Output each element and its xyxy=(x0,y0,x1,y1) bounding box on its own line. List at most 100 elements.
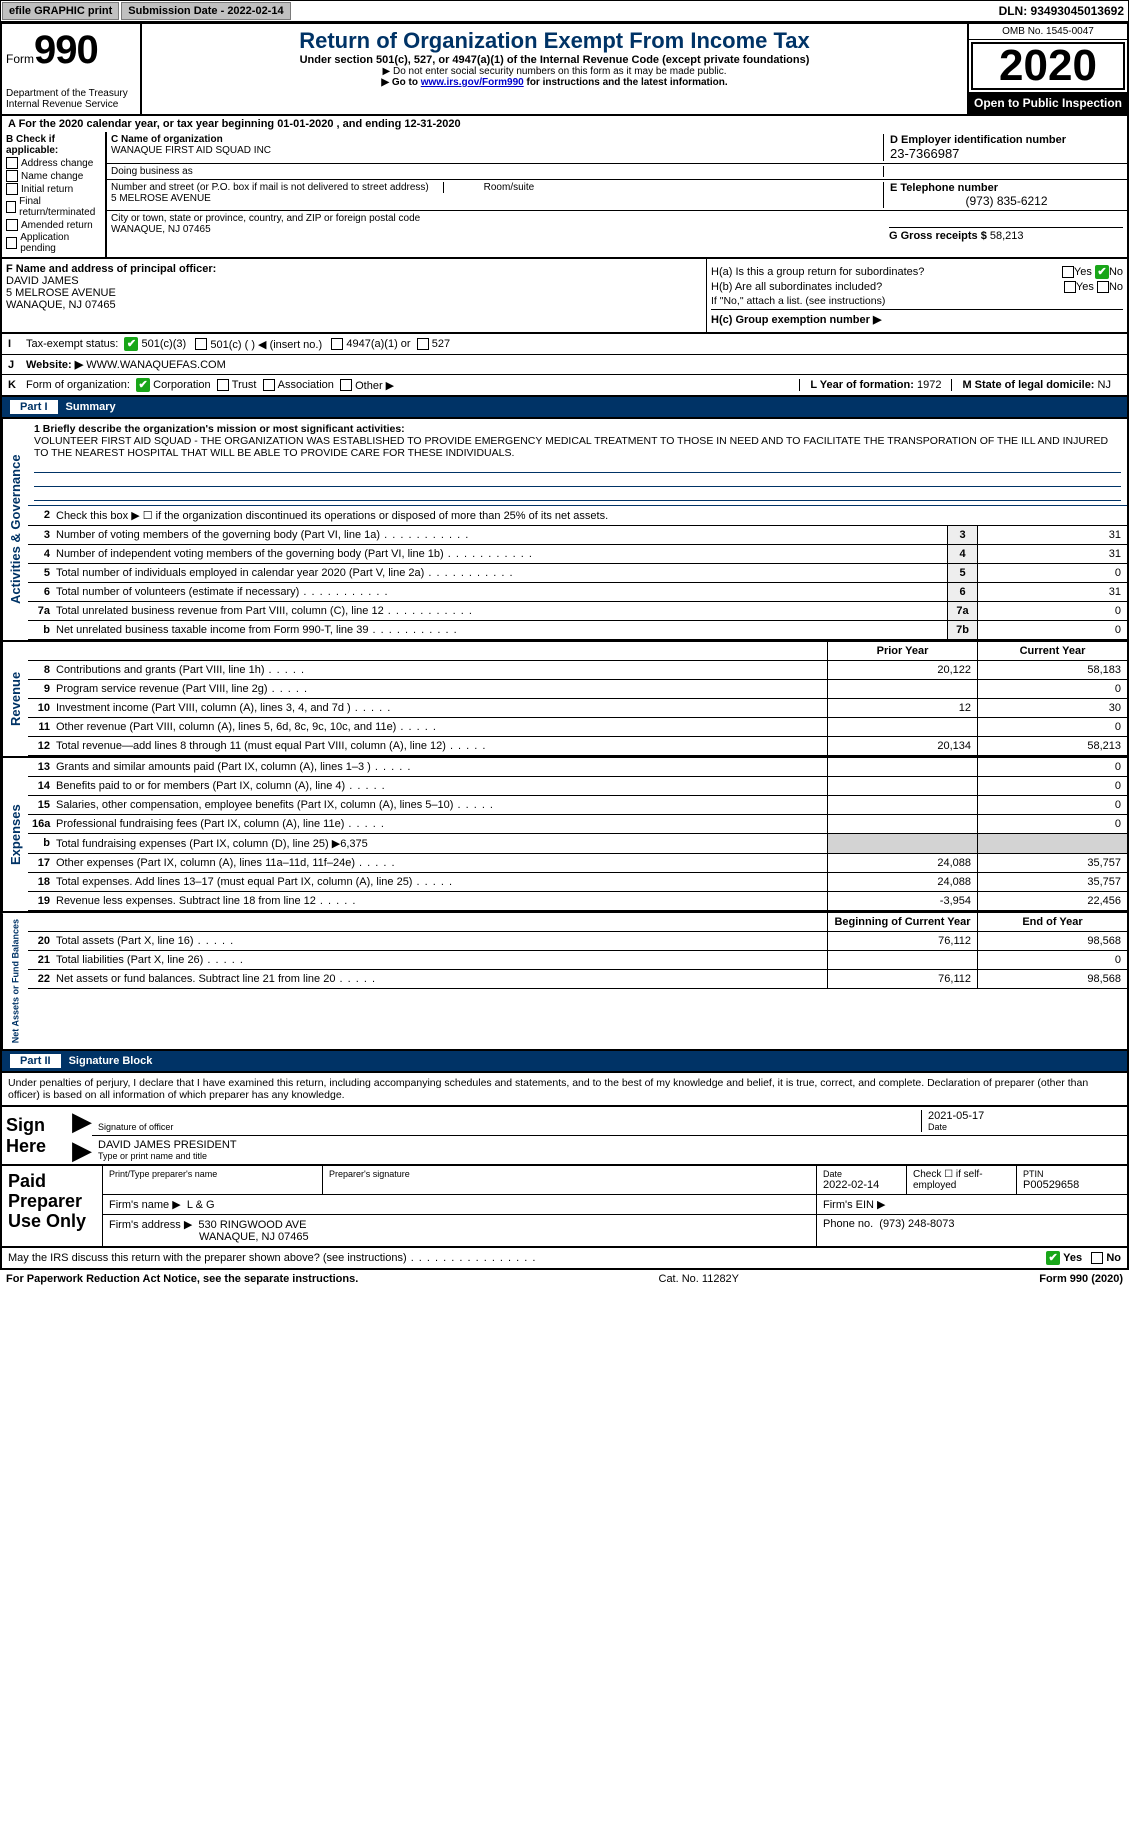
b-checkbox-0[interactable] xyxy=(6,157,18,169)
b-checkbox-5[interactable] xyxy=(6,237,17,249)
k-marker: K xyxy=(8,379,26,391)
line-number: 15 xyxy=(28,796,54,814)
prior-year-value: 20,122 xyxy=(827,661,977,679)
paid-preparer-label: Paid Preparer Use Only xyxy=(2,1166,102,1246)
current-year-value: 30 xyxy=(977,699,1127,717)
principal-officer: F Name and address of principal officer:… xyxy=(2,259,707,332)
officer-name: DAVID JAMES xyxy=(6,275,702,287)
prior-year-header: Prior Year xyxy=(827,642,977,660)
line-box: 7b xyxy=(947,621,977,639)
hb-no-checkbox[interactable] xyxy=(1097,281,1109,293)
discuss-label: May the IRS discuss this return with the… xyxy=(8,1252,536,1264)
no-label: No xyxy=(1109,266,1123,278)
status-block: I Tax-exempt status: ✔ 501(c)(3) 501(c) … xyxy=(0,334,1129,397)
f-label: F Name and address of principal officer: xyxy=(6,263,702,275)
ptin-value: P00529658 xyxy=(1023,1179,1121,1191)
revenue-section: Revenue Prior Year Current Year 8 Contri… xyxy=(0,642,1129,758)
type-name-label: Type or print name and title xyxy=(98,1151,207,1161)
ein-value: 23-7366987 xyxy=(890,146,1123,161)
efile-graphic-print-button[interactable]: efile GRAPHIC print xyxy=(2,2,119,20)
form-title: Return of Organization Exempt From Incom… xyxy=(146,28,963,54)
line-desc: Professional fundraising fees (Part IX, … xyxy=(54,815,827,833)
line-desc: Number of voting members of the governin… xyxy=(54,526,947,544)
current-year-value: 22,456 xyxy=(977,892,1127,910)
line-number: 3 xyxy=(28,526,54,544)
prior-year-value: 24,088 xyxy=(827,854,977,872)
city-label: City or town, state or province, country… xyxy=(111,213,420,224)
line-number: 8 xyxy=(28,661,54,679)
yes-label: Yes xyxy=(1063,1252,1082,1264)
hb-yes-checkbox[interactable] xyxy=(1064,281,1076,293)
cat-no: Cat. No. 11282Y xyxy=(358,1273,1039,1285)
k-opt-3: Other ▶ xyxy=(355,379,394,392)
b-item-label: Name change xyxy=(21,171,83,182)
k-opt-2: Association xyxy=(278,379,334,391)
b-checkbox-2[interactable] xyxy=(6,183,18,195)
sig-officer-label: Signature of officer xyxy=(98,1122,921,1132)
line-box: 7a xyxy=(947,602,977,620)
addr-label: Number and street (or P.O. box if mail i… xyxy=(111,182,429,193)
preparer-sig-label: Preparer's signature xyxy=(323,1166,817,1194)
prior-year-value: 12 xyxy=(827,699,977,717)
b-checkbox-1[interactable] xyxy=(6,170,18,182)
line-desc: Total expenses. Add lines 13–17 (must eq… xyxy=(54,873,827,891)
date-label: Date xyxy=(928,1122,1121,1132)
current-year-value: 0 xyxy=(977,680,1127,698)
g-gross-label: G Gross receipts $ xyxy=(889,230,987,242)
discuss-no-checkbox[interactable] xyxy=(1091,1252,1103,1264)
line-desc: Benefits paid to or for members (Part IX… xyxy=(54,777,827,795)
i-501c3-checkbox[interactable]: ✔ xyxy=(124,337,138,351)
k-trust-checkbox[interactable] xyxy=(217,379,229,391)
i-4947-checkbox[interactable] xyxy=(331,338,343,350)
i-527-checkbox[interactable] xyxy=(417,338,429,350)
line-box: 4 xyxy=(947,545,977,563)
submission-date-button[interactable]: Submission Date - 2022-02-14 xyxy=(121,2,290,20)
open-to-public-label: Open to Public Inspection xyxy=(969,92,1127,114)
netassets-tab: Net Assets or Fund Balances xyxy=(2,913,28,1049)
line-value: 31 xyxy=(977,526,1127,544)
b-checkbox-3[interactable] xyxy=(6,201,16,213)
k-assoc-checkbox[interactable] xyxy=(263,379,275,391)
line-number: 17 xyxy=(28,854,54,872)
instructions-link[interactable]: www.irs.gov/Form990 xyxy=(421,77,524,88)
current-year-value: 98,568 xyxy=(977,970,1127,988)
line-number: 20 xyxy=(28,932,54,950)
gross-receipts-value: 58,213 xyxy=(990,230,1024,242)
tax-year: 2020 xyxy=(971,42,1125,90)
prior-year-value xyxy=(827,777,977,795)
discuss-yes-checkbox[interactable]: ✔ xyxy=(1046,1251,1060,1265)
form-title-block: Return of Organization Exempt From Incom… xyxy=(142,24,967,114)
city-value: WANAQUE, NJ 07465 xyxy=(111,224,883,235)
prior-year-value: -3,954 xyxy=(827,892,977,910)
expenses-tab: Expenses xyxy=(2,758,28,911)
form-subtitle-2: ▶ Do not enter social security numbers o… xyxy=(146,66,963,77)
line-value: 0 xyxy=(977,564,1127,582)
ha-yes-checkbox[interactable] xyxy=(1062,266,1074,278)
line-number: 6 xyxy=(28,583,54,601)
current-year-value: 0 xyxy=(977,815,1127,833)
sign-date: 2021-05-17 xyxy=(928,1110,1121,1122)
i-501c-checkbox[interactable] xyxy=(195,338,207,350)
cell-grey xyxy=(827,834,977,853)
top-bar: efile GRAPHIC print Submission Date - 20… xyxy=(0,0,1129,22)
line-desc: Total revenue—add lines 8 through 11 (mu… xyxy=(54,737,827,755)
line-desc: Program service revenue (Part VIII, line… xyxy=(54,680,827,698)
i-marker: I xyxy=(8,338,26,350)
ag-tab: Activities & Governance xyxy=(2,419,28,640)
line-desc: Total fundraising expenses (Part IX, col… xyxy=(54,834,827,853)
hc-label: H(c) Group exemption number ▶ xyxy=(711,313,1123,326)
yes-label: Yes xyxy=(1074,266,1092,278)
form-instructions-link-line: ▶ Go to www.irs.gov/Form990 for instruct… xyxy=(146,77,963,88)
ha-label: H(a) Is this a group return for subordin… xyxy=(711,266,1062,278)
k-corp-checkbox[interactable]: ✔ xyxy=(136,378,150,392)
k-other-checkbox[interactable] xyxy=(340,379,352,391)
org-name: WANAQUE FIRST AID SQUAD INC xyxy=(111,145,883,156)
phone-label: Phone no. xyxy=(823,1218,873,1230)
ha-no-checkbox[interactable]: ✔ xyxy=(1095,265,1109,279)
e-phone-label: E Telephone number xyxy=(890,182,1123,194)
b-item-label: Application pending xyxy=(20,232,101,254)
check-if-applicable: B Check if applicable: Address changeNam… xyxy=(2,132,107,257)
current-year-value: 98,568 xyxy=(977,932,1127,950)
current-year-value: 58,183 xyxy=(977,661,1127,679)
b-checkbox-4[interactable] xyxy=(6,219,18,231)
